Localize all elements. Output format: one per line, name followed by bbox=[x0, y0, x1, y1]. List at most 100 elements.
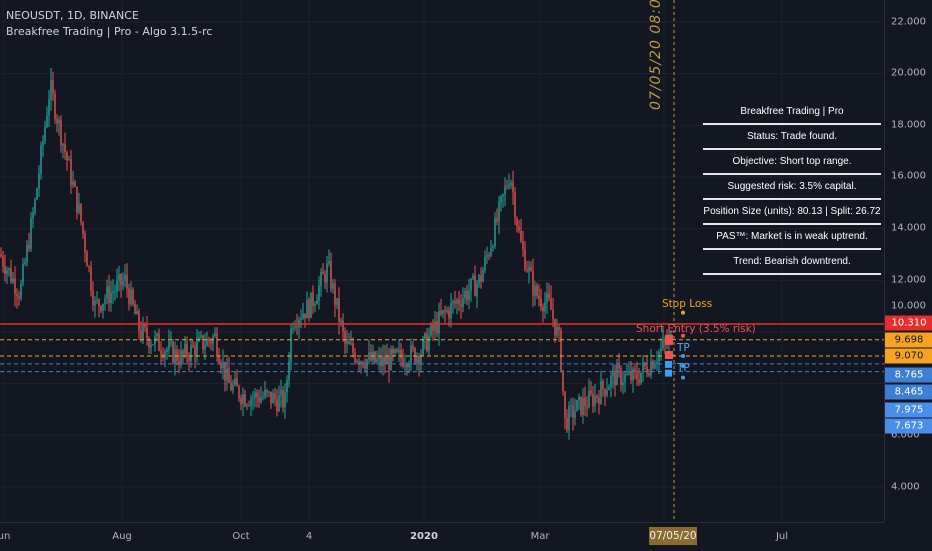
candle-body bbox=[336, 297, 338, 306]
candle-body bbox=[504, 186, 506, 195]
candle-body bbox=[248, 404, 250, 406]
candle-body bbox=[512, 182, 514, 193]
candle-body bbox=[526, 269, 528, 272]
candle-body bbox=[148, 338, 150, 348]
candle-body bbox=[508, 184, 510, 187]
candle-body bbox=[462, 297, 464, 307]
price-axis[interactable]: 22.000 20.000 18.000 16.000 14.000 12.00… bbox=[884, 0, 932, 522]
candle-body bbox=[528, 267, 530, 272]
candle-body bbox=[398, 350, 400, 352]
candle-body bbox=[190, 345, 192, 361]
candle-body bbox=[468, 290, 470, 300]
candle-body bbox=[132, 289, 134, 304]
candle-body bbox=[96, 299, 98, 301]
candle-body bbox=[176, 349, 178, 362]
candle-body bbox=[290, 328, 292, 363]
candle-body bbox=[560, 330, 562, 371]
candle-body bbox=[256, 392, 258, 398]
candle-body bbox=[376, 359, 378, 363]
price-tick: 4.000 bbox=[891, 481, 920, 493]
candle-body bbox=[32, 212, 34, 219]
candle-body bbox=[530, 267, 532, 271]
candle-body bbox=[346, 340, 348, 344]
candle-body bbox=[62, 143, 64, 146]
candle-body bbox=[26, 244, 28, 263]
stop-dot bbox=[681, 310, 685, 315]
candle-body bbox=[586, 406, 588, 408]
candle-body bbox=[144, 324, 146, 328]
price-tick: 22.000 bbox=[891, 16, 926, 28]
candle-body bbox=[360, 361, 362, 365]
candle-body bbox=[598, 397, 600, 404]
candle-body bbox=[54, 93, 56, 120]
entry-marker bbox=[665, 351, 673, 360]
candle-body bbox=[192, 345, 194, 347]
candle-body bbox=[306, 299, 308, 319]
candle-body bbox=[592, 393, 594, 407]
candle-body bbox=[184, 343, 186, 354]
candle-body bbox=[472, 275, 474, 279]
candle-body bbox=[514, 192, 516, 219]
indicator-title[interactable]: Breakfree Trading | Pro - Algo 3.1.5-rc bbox=[6, 25, 213, 38]
candle-body bbox=[320, 272, 322, 286]
price-tick: 6.000 bbox=[891, 429, 920, 441]
candlestick-canvas[interactable] bbox=[0, 0, 884, 522]
candle-body bbox=[442, 310, 444, 314]
candle-body bbox=[120, 274, 122, 286]
candle-body bbox=[520, 230, 522, 242]
time-axis[interactable]: un Aug Oct 4 2020 Mar 07/05/20 Jul bbox=[0, 522, 884, 551]
candle-body bbox=[138, 310, 140, 332]
candle-body bbox=[492, 246, 494, 249]
candle-body bbox=[382, 356, 384, 367]
candle-body bbox=[168, 341, 170, 350]
candle-body bbox=[262, 396, 264, 398]
candle-body bbox=[558, 327, 560, 331]
candle-body bbox=[434, 321, 436, 331]
panel-status: Status: Trade found. bbox=[703, 125, 881, 150]
candle-body bbox=[118, 274, 120, 281]
candle-body bbox=[44, 126, 46, 141]
candle-body bbox=[70, 159, 72, 186]
candle-body bbox=[252, 397, 254, 399]
candle-body bbox=[354, 352, 356, 362]
candle-body bbox=[600, 380, 602, 404]
tp-dot bbox=[681, 354, 685, 359]
candle-body bbox=[14, 278, 16, 295]
candle-body bbox=[662, 339, 664, 348]
candle-body bbox=[436, 321, 438, 334]
time-tick: Aug bbox=[112, 531, 132, 542]
candle-body bbox=[488, 255, 490, 257]
candle-body bbox=[292, 327, 294, 329]
candle-body bbox=[322, 272, 324, 275]
candle-body bbox=[424, 333, 426, 339]
candle-body bbox=[66, 152, 68, 161]
candle-body bbox=[622, 382, 624, 385]
candle-body bbox=[28, 244, 30, 249]
candle-body bbox=[536, 285, 538, 296]
candle-body bbox=[618, 364, 620, 369]
candle-body bbox=[198, 337, 200, 341]
candle-body bbox=[194, 346, 196, 357]
candle-body bbox=[88, 266, 90, 268]
candle-body bbox=[304, 313, 306, 319]
price-chart[interactable]: NEOUSDT, 1D, BINANCE Breakfree Trading |… bbox=[0, 0, 884, 522]
candle-body bbox=[588, 390, 590, 408]
candle-body bbox=[116, 280, 118, 291]
candle-body bbox=[4, 266, 6, 274]
candle-body bbox=[510, 182, 512, 185]
candle-body bbox=[556, 327, 558, 336]
candle-body bbox=[506, 186, 508, 188]
candle-body bbox=[466, 291, 468, 300]
symbol-title[interactable]: NEOUSDT, 1D, BINANCE bbox=[6, 9, 139, 22]
candle-body bbox=[624, 374, 626, 383]
candle-body bbox=[562, 370, 564, 392]
candle-body bbox=[338, 297, 340, 322]
candle-body bbox=[356, 361, 358, 363]
candle-body bbox=[596, 395, 598, 398]
candle-body bbox=[6, 270, 8, 274]
candle-body bbox=[412, 345, 414, 349]
candle-body bbox=[658, 351, 660, 362]
candle-body bbox=[480, 275, 482, 282]
candle-body bbox=[244, 394, 246, 407]
candle-body bbox=[296, 326, 298, 328]
